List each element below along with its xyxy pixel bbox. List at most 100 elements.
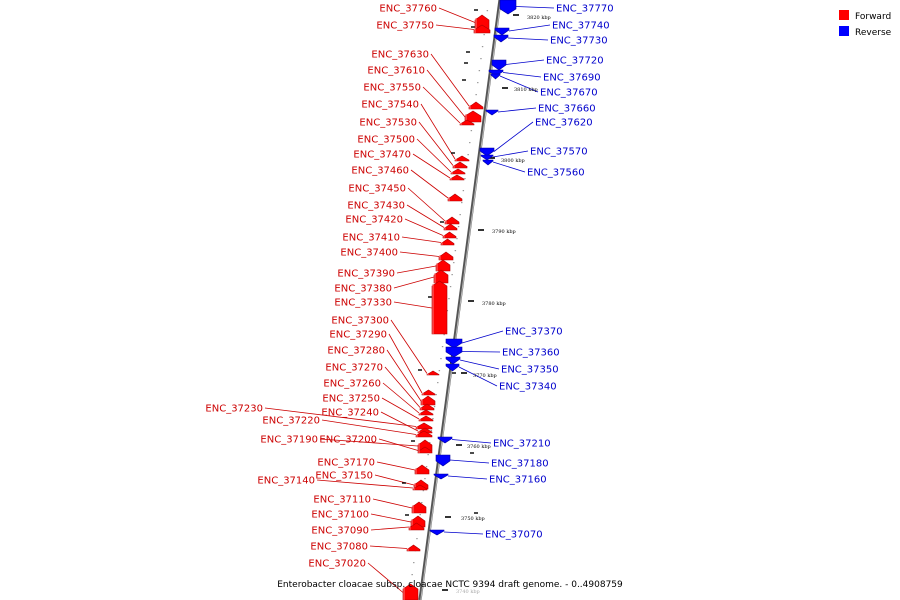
reverse-gene-label[interactable]: ENC_37210 xyxy=(493,439,551,450)
reverse-gene-label[interactable]: ENC_37670 xyxy=(540,88,598,99)
forward-gene-feature[interactable] xyxy=(412,484,428,491)
reverse-gene-feature[interactable] xyxy=(445,363,460,372)
forward-gene-feature[interactable] xyxy=(415,422,433,430)
forward-gene-label[interactable]: ENC_37420 xyxy=(345,215,403,226)
forward-gene-label[interactable]: ENC_37280 xyxy=(327,346,385,357)
forward-gene-label[interactable]: ENC_37140 xyxy=(257,476,315,487)
forward-gene-label[interactable]: ENC_37300 xyxy=(331,316,389,327)
reverse-gene-label[interactable]: ENC_37660 xyxy=(538,104,596,115)
forward-gene-feature[interactable] xyxy=(473,24,491,34)
forward-gene-label[interactable]: ENC_37270 xyxy=(325,363,383,374)
forward-gene-label[interactable]: ENC_37090 xyxy=(311,526,369,537)
reverse-gene-label[interactable]: ENC_37740 xyxy=(552,21,610,32)
reverse-gene-label[interactable]: ENC_37360 xyxy=(502,348,560,359)
forward-gene-label[interactable]: ENC_37750 xyxy=(376,21,434,32)
forward-gene-label[interactable]: ENC_37260 xyxy=(323,379,381,390)
forward-gene-feature[interactable] xyxy=(402,583,419,600)
forward-gene-label[interactable]: ENC_37290 xyxy=(329,330,387,341)
forward-gene-label[interactable]: ENC_37760 xyxy=(379,4,437,15)
reverse-gene-label[interactable]: ENC_37340 xyxy=(499,382,557,393)
reverse-gene-feature[interactable] xyxy=(445,356,461,365)
forward-gene-feature[interactable] xyxy=(450,168,466,175)
reverse-gene-feature[interactable] xyxy=(494,27,510,36)
forward-gene-feature[interactable] xyxy=(406,544,421,552)
forward-gene-label[interactable]: ENC_37430 xyxy=(347,201,405,212)
forward-gene-feature[interactable] xyxy=(419,403,435,411)
forward-gene-feature[interactable] xyxy=(452,161,468,169)
forward-gene-label[interactable]: ENC_37230 xyxy=(205,404,263,415)
reverse-gene-feature[interactable] xyxy=(479,147,495,157)
forward-gene-feature[interactable] xyxy=(454,155,470,162)
reverse-gene-label[interactable]: ENC_37770 xyxy=(556,4,614,15)
forward-gene-feature[interactable] xyxy=(417,427,433,434)
reverse-gene-label[interactable]: ENC_37620 xyxy=(535,118,593,129)
reverse-gene-feature[interactable] xyxy=(480,154,494,161)
forward-gene-label[interactable]: ENC_37110 xyxy=(313,495,371,506)
forward-gene-feature[interactable] xyxy=(426,370,440,376)
forward-gene-label[interactable]: ENC_37450 xyxy=(348,184,406,195)
forward-gene-label[interactable]: ENC_37550 xyxy=(363,83,421,94)
forward-gene-feature[interactable] xyxy=(417,446,433,454)
forward-gene-label[interactable]: ENC_37400 xyxy=(340,248,398,259)
reverse-gene-label[interactable]: ENC_37730 xyxy=(550,36,608,47)
reverse-gene-feature[interactable] xyxy=(433,473,449,480)
reverse-gene-feature[interactable] xyxy=(491,59,507,71)
forward-gene-feature[interactable] xyxy=(438,251,454,261)
forward-gene-label[interactable]: ENC_37330 xyxy=(334,298,392,309)
forward-gene-label[interactable]: ENC_37390 xyxy=(337,269,395,280)
forward-gene-label[interactable]: ENC_37500 xyxy=(357,135,415,146)
forward-gene-label[interactable]: ENC_37380 xyxy=(334,284,392,295)
forward-gene-feature[interactable] xyxy=(435,259,451,272)
forward-gene-feature[interactable] xyxy=(442,231,457,239)
reverse-gene-feature[interactable] xyxy=(493,34,509,43)
forward-gene-label[interactable]: ENC_37020 xyxy=(308,559,366,570)
forward-gene-feature[interactable] xyxy=(415,430,433,438)
reverse-gene-label[interactable]: ENC_37560 xyxy=(527,168,585,179)
forward-gene-feature[interactable] xyxy=(447,193,463,202)
forward-gene-label[interactable]: ENC_37220 xyxy=(262,416,320,427)
reverse-gene-label[interactable]: ENC_37180 xyxy=(491,459,549,470)
reverse-gene-feature[interactable] xyxy=(429,529,445,536)
forward-gene-feature[interactable] xyxy=(408,522,425,531)
reverse-gene-label[interactable]: ENC_37160 xyxy=(489,475,547,486)
reverse-gene-label[interactable]: ENC_37370 xyxy=(505,327,563,338)
forward-gene-label[interactable]: ENC_37250 xyxy=(322,394,380,405)
reverse-gene-feature[interactable] xyxy=(435,454,451,467)
forward-gene-label[interactable]: ENC_37100 xyxy=(311,510,369,521)
forward-gene-label[interactable]: ENC_37530 xyxy=(359,118,417,129)
forward-gene-feature[interactable] xyxy=(418,409,434,416)
forward-gene-feature[interactable] xyxy=(420,395,436,406)
reverse-gene-label[interactable]: ENC_37350 xyxy=(501,365,559,376)
reverse-gene-label[interactable]: ENC_37720 xyxy=(546,56,604,67)
forward-gene-feature[interactable] xyxy=(440,238,455,246)
forward-gene-feature[interactable] xyxy=(421,389,436,396)
forward-gene-feature[interactable] xyxy=(449,174,465,181)
reverse-gene-label[interactable]: ENC_37690 xyxy=(543,73,601,84)
forward-gene-label[interactable]: ENC_37460 xyxy=(351,166,409,177)
reverse-gene-feature[interactable] xyxy=(482,159,494,166)
forward-gene-feature[interactable] xyxy=(459,119,475,126)
forward-gene-feature[interactable] xyxy=(411,501,427,514)
forward-gene-label[interactable]: ENC_37190 xyxy=(260,435,318,446)
forward-gene-feature[interactable] xyxy=(444,216,460,225)
forward-gene-label[interactable]: ENC_37540 xyxy=(361,100,419,111)
forward-gene-label[interactable]: ENC_37080 xyxy=(310,542,368,553)
forward-gene-feature[interactable] xyxy=(468,101,484,110)
reverse-gene-feature[interactable] xyxy=(485,109,499,116)
reverse-gene-label[interactable]: ENC_37570 xyxy=(530,147,588,158)
forward-gene-feature[interactable] xyxy=(431,280,448,335)
forward-gene-label[interactable]: ENC_37410 xyxy=(342,233,400,244)
forward-gene-feature[interactable] xyxy=(433,269,449,284)
reverse-gene-feature[interactable] xyxy=(499,0,517,15)
forward-gene-feature[interactable] xyxy=(418,415,434,422)
forward-gene-feature[interactable] xyxy=(464,110,482,123)
reverse-gene-feature[interactable] xyxy=(445,346,463,358)
forward-gene-label[interactable]: ENC_37240 xyxy=(321,408,379,419)
forward-gene-label[interactable]: ENC_37200 xyxy=(319,435,377,446)
forward-gene-label[interactable]: ENC_37610 xyxy=(367,66,425,77)
forward-gene-label[interactable]: ENC_37470 xyxy=(353,150,411,161)
forward-gene-label[interactable]: ENC_37170 xyxy=(317,458,375,469)
forward-gene-feature[interactable] xyxy=(414,464,430,475)
reverse-gene-feature[interactable] xyxy=(490,73,501,80)
forward-gene-label[interactable]: ENC_37630 xyxy=(371,50,429,61)
